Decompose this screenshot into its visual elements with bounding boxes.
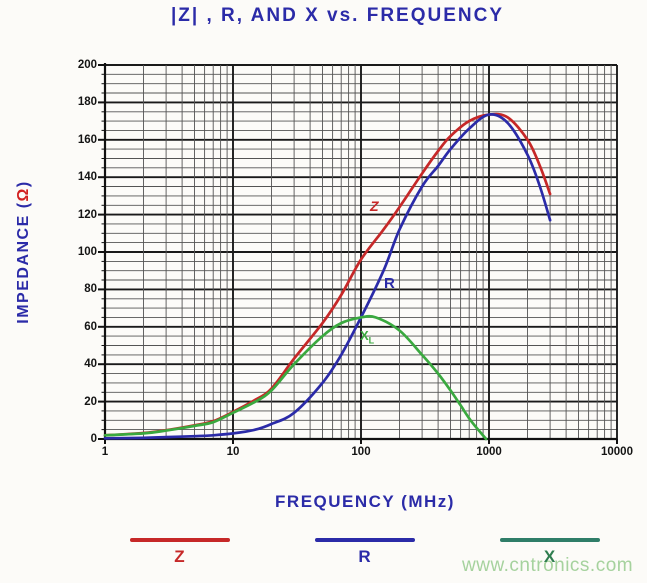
legend-line-r	[315, 538, 415, 542]
r-curve-label: R	[384, 275, 395, 292]
y-axis-label: IMPEDANCE (Ω)	[15, 132, 37, 372]
omega-symbol: Ω	[15, 187, 32, 202]
y-tick-label: 120	[77, 209, 97, 221]
x-tick-label: 10000	[601, 446, 633, 458]
z-curve-label: Z	[370, 198, 379, 214]
legend-label-r: R	[358, 547, 372, 566]
legend-line-z	[130, 538, 230, 542]
y-tick-label: 20	[84, 396, 97, 408]
grid	[104, 64, 618, 440]
y-tick-label: 60	[84, 321, 97, 333]
y-tick-label: 100	[77, 246, 97, 258]
legend-label-x: X	[543, 547, 557, 566]
x-tick-label: 10	[226, 446, 240, 458]
y-tick-label: 160	[77, 134, 97, 146]
x-axis-label: FREQUENCY (MHz)	[275, 492, 455, 511]
y-tick-label: 180	[77, 96, 97, 108]
y-axis-label-close: )	[15, 180, 32, 188]
legend-item-x: X	[500, 538, 600, 567]
page-title: |Z| , R, AND X vs. FREQUENCY	[170, 5, 505, 26]
y-tick-label: 0	[90, 433, 97, 445]
axes	[98, 63, 618, 444]
x-tick-label: 100	[351, 446, 371, 458]
x-tick-label: 1000	[476, 446, 502, 458]
y-tick-label: 140	[77, 171, 97, 183]
y-axis-label-text: IMPEDANCE (	[15, 201, 32, 324]
y-tick-label: 80	[84, 283, 97, 295]
legend-item-z: Z	[130, 538, 230, 567]
watermark: www.cntronics.com	[462, 555, 634, 576]
legend-label-z: Z	[174, 547, 186, 566]
x-curve-label-text: X	[360, 328, 369, 343]
y-tick-label: 200	[77, 59, 97, 71]
x-curve-label: XL	[360, 328, 374, 346]
curve-x	[103, 314, 488, 441]
legend-item-r: R	[315, 538, 415, 567]
legend-line-x	[500, 538, 600, 542]
x-tick-label: 1	[101, 446, 109, 458]
y-tick-label: 40	[84, 358, 97, 370]
x-curve-label-subscript: L	[368, 335, 375, 346]
